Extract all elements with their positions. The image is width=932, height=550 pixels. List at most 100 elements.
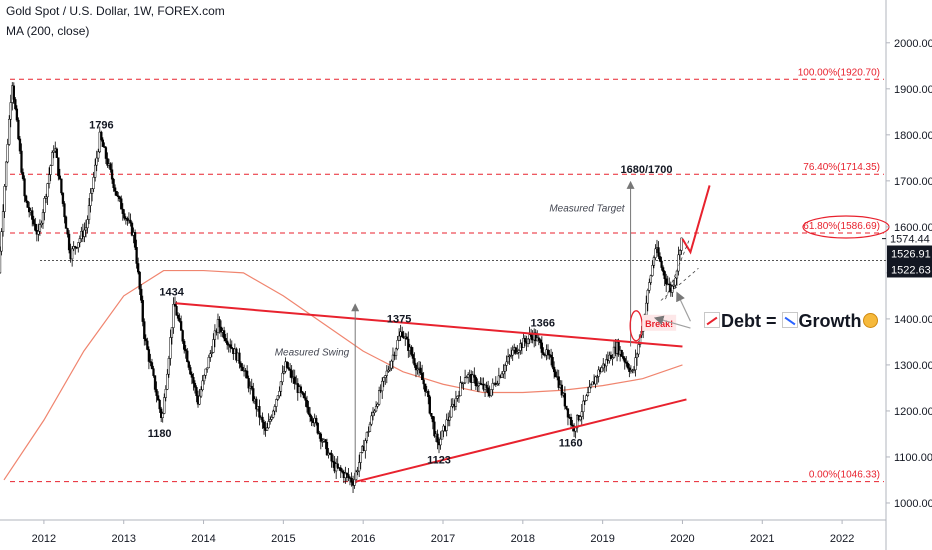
candle-body — [77, 242, 80, 248]
candle-body — [622, 356, 625, 359]
candle-body — [566, 408, 570, 418]
annotation-arrow — [676, 291, 691, 322]
candle-body — [635, 353, 639, 358]
y-tick-label: 1800.00 — [894, 130, 932, 142]
candle-body — [41, 212, 45, 224]
candle-body — [0, 250, 2, 274]
candle-body — [262, 421, 266, 429]
price-point-label: 1680/1700 — [621, 164, 673, 176]
candle-body — [101, 139, 104, 147]
candle-body — [100, 131, 103, 141]
candle-body — [258, 406, 261, 418]
candle-body — [279, 381, 283, 392]
candle-body — [46, 183, 49, 198]
candle-body — [156, 395, 160, 401]
candle-body — [181, 330, 184, 342]
candle-body — [193, 382, 197, 388]
candle-body — [178, 318, 181, 322]
candle-body — [272, 410, 275, 418]
indicator-label: MA (200, close) — [6, 24, 90, 38]
candle-body — [321, 441, 324, 443]
candle-body — [503, 365, 507, 372]
ma-200-line — [3, 269, 683, 481]
candle-body — [250, 385, 253, 389]
candle-body — [239, 363, 243, 368]
candle-body — [511, 349, 514, 356]
candle-body — [310, 416, 313, 422]
candle-body — [210, 352, 213, 354]
candle-body — [8, 118, 11, 145]
fib-label: 76.40%(1714.35) — [803, 162, 880, 173]
candle-body — [179, 321, 183, 331]
candle-body — [330, 453, 333, 462]
annotation-arrow — [653, 315, 691, 329]
candle-body — [187, 361, 190, 368]
y-tick-label: 1900.00 — [894, 84, 932, 96]
candle-body — [47, 174, 51, 184]
candle-body — [230, 347, 233, 349]
candle-body — [476, 385, 479, 387]
trendline — [354, 398, 687, 483]
candle-body — [106, 158, 109, 166]
candle-body — [198, 395, 201, 405]
candle-body — [275, 399, 278, 407]
candle-body — [282, 371, 286, 374]
projection-dashed — [664, 240, 690, 301]
candle-body — [517, 350, 520, 353]
candle-body — [376, 403, 379, 407]
candle-body — [287, 367, 290, 370]
candle-body — [516, 352, 519, 354]
candle-body — [207, 357, 210, 369]
candle-body — [560, 384, 563, 396]
candle-body — [204, 368, 207, 376]
candle-body — [319, 433, 322, 442]
candle-body — [290, 370, 293, 379]
candle-body — [60, 178, 63, 194]
candle-body — [213, 330, 217, 340]
candle-body — [463, 377, 467, 384]
price-point-label: 1796 — [89, 120, 113, 132]
x-tick-label: 2022 — [830, 533, 854, 545]
candle-body — [57, 157, 60, 177]
price-marker-label: 1574.44 — [890, 234, 930, 246]
candle-body — [557, 376, 560, 388]
debt-label: Debt = — [721, 311, 777, 331]
candle-body — [477, 382, 481, 386]
candle-body — [445, 419, 448, 431]
candle-body — [150, 362, 154, 369]
candle-body — [347, 474, 350, 478]
candle-body — [523, 338, 527, 342]
price-point-label: 1366 — [531, 318, 555, 330]
candle-body — [580, 411, 583, 417]
candle-body — [651, 265, 654, 276]
candle-body — [112, 178, 115, 189]
candle-body — [542, 352, 545, 355]
x-tick-label: 2017 — [431, 533, 455, 545]
candle-body — [579, 416, 582, 421]
candle-body — [270, 417, 273, 420]
candle-body — [18, 138, 22, 152]
candle-body — [654, 248, 657, 258]
candle-body — [281, 372, 284, 383]
candle-body — [390, 360, 393, 369]
candle-body — [431, 416, 435, 423]
candle-body — [78, 238, 81, 243]
candle-body — [680, 237, 683, 251]
candle-body — [135, 247, 138, 264]
candle-body — [611, 357, 614, 360]
break-circle — [629, 310, 643, 342]
candle-body — [574, 427, 577, 432]
measured-swing-label: Measured Swing — [275, 348, 350, 359]
candle-body — [12, 85, 15, 100]
candle-body — [305, 400, 309, 408]
candle-body — [94, 164, 97, 178]
candle-body — [304, 397, 307, 401]
candle-body — [526, 338, 530, 344]
candle-body — [51, 152, 54, 166]
y-tick-label: 1000.00 — [894, 498, 932, 510]
candle-body — [175, 306, 178, 316]
candle-body — [675, 270, 679, 279]
candle-body — [454, 397, 458, 407]
candle-body — [674, 277, 677, 286]
